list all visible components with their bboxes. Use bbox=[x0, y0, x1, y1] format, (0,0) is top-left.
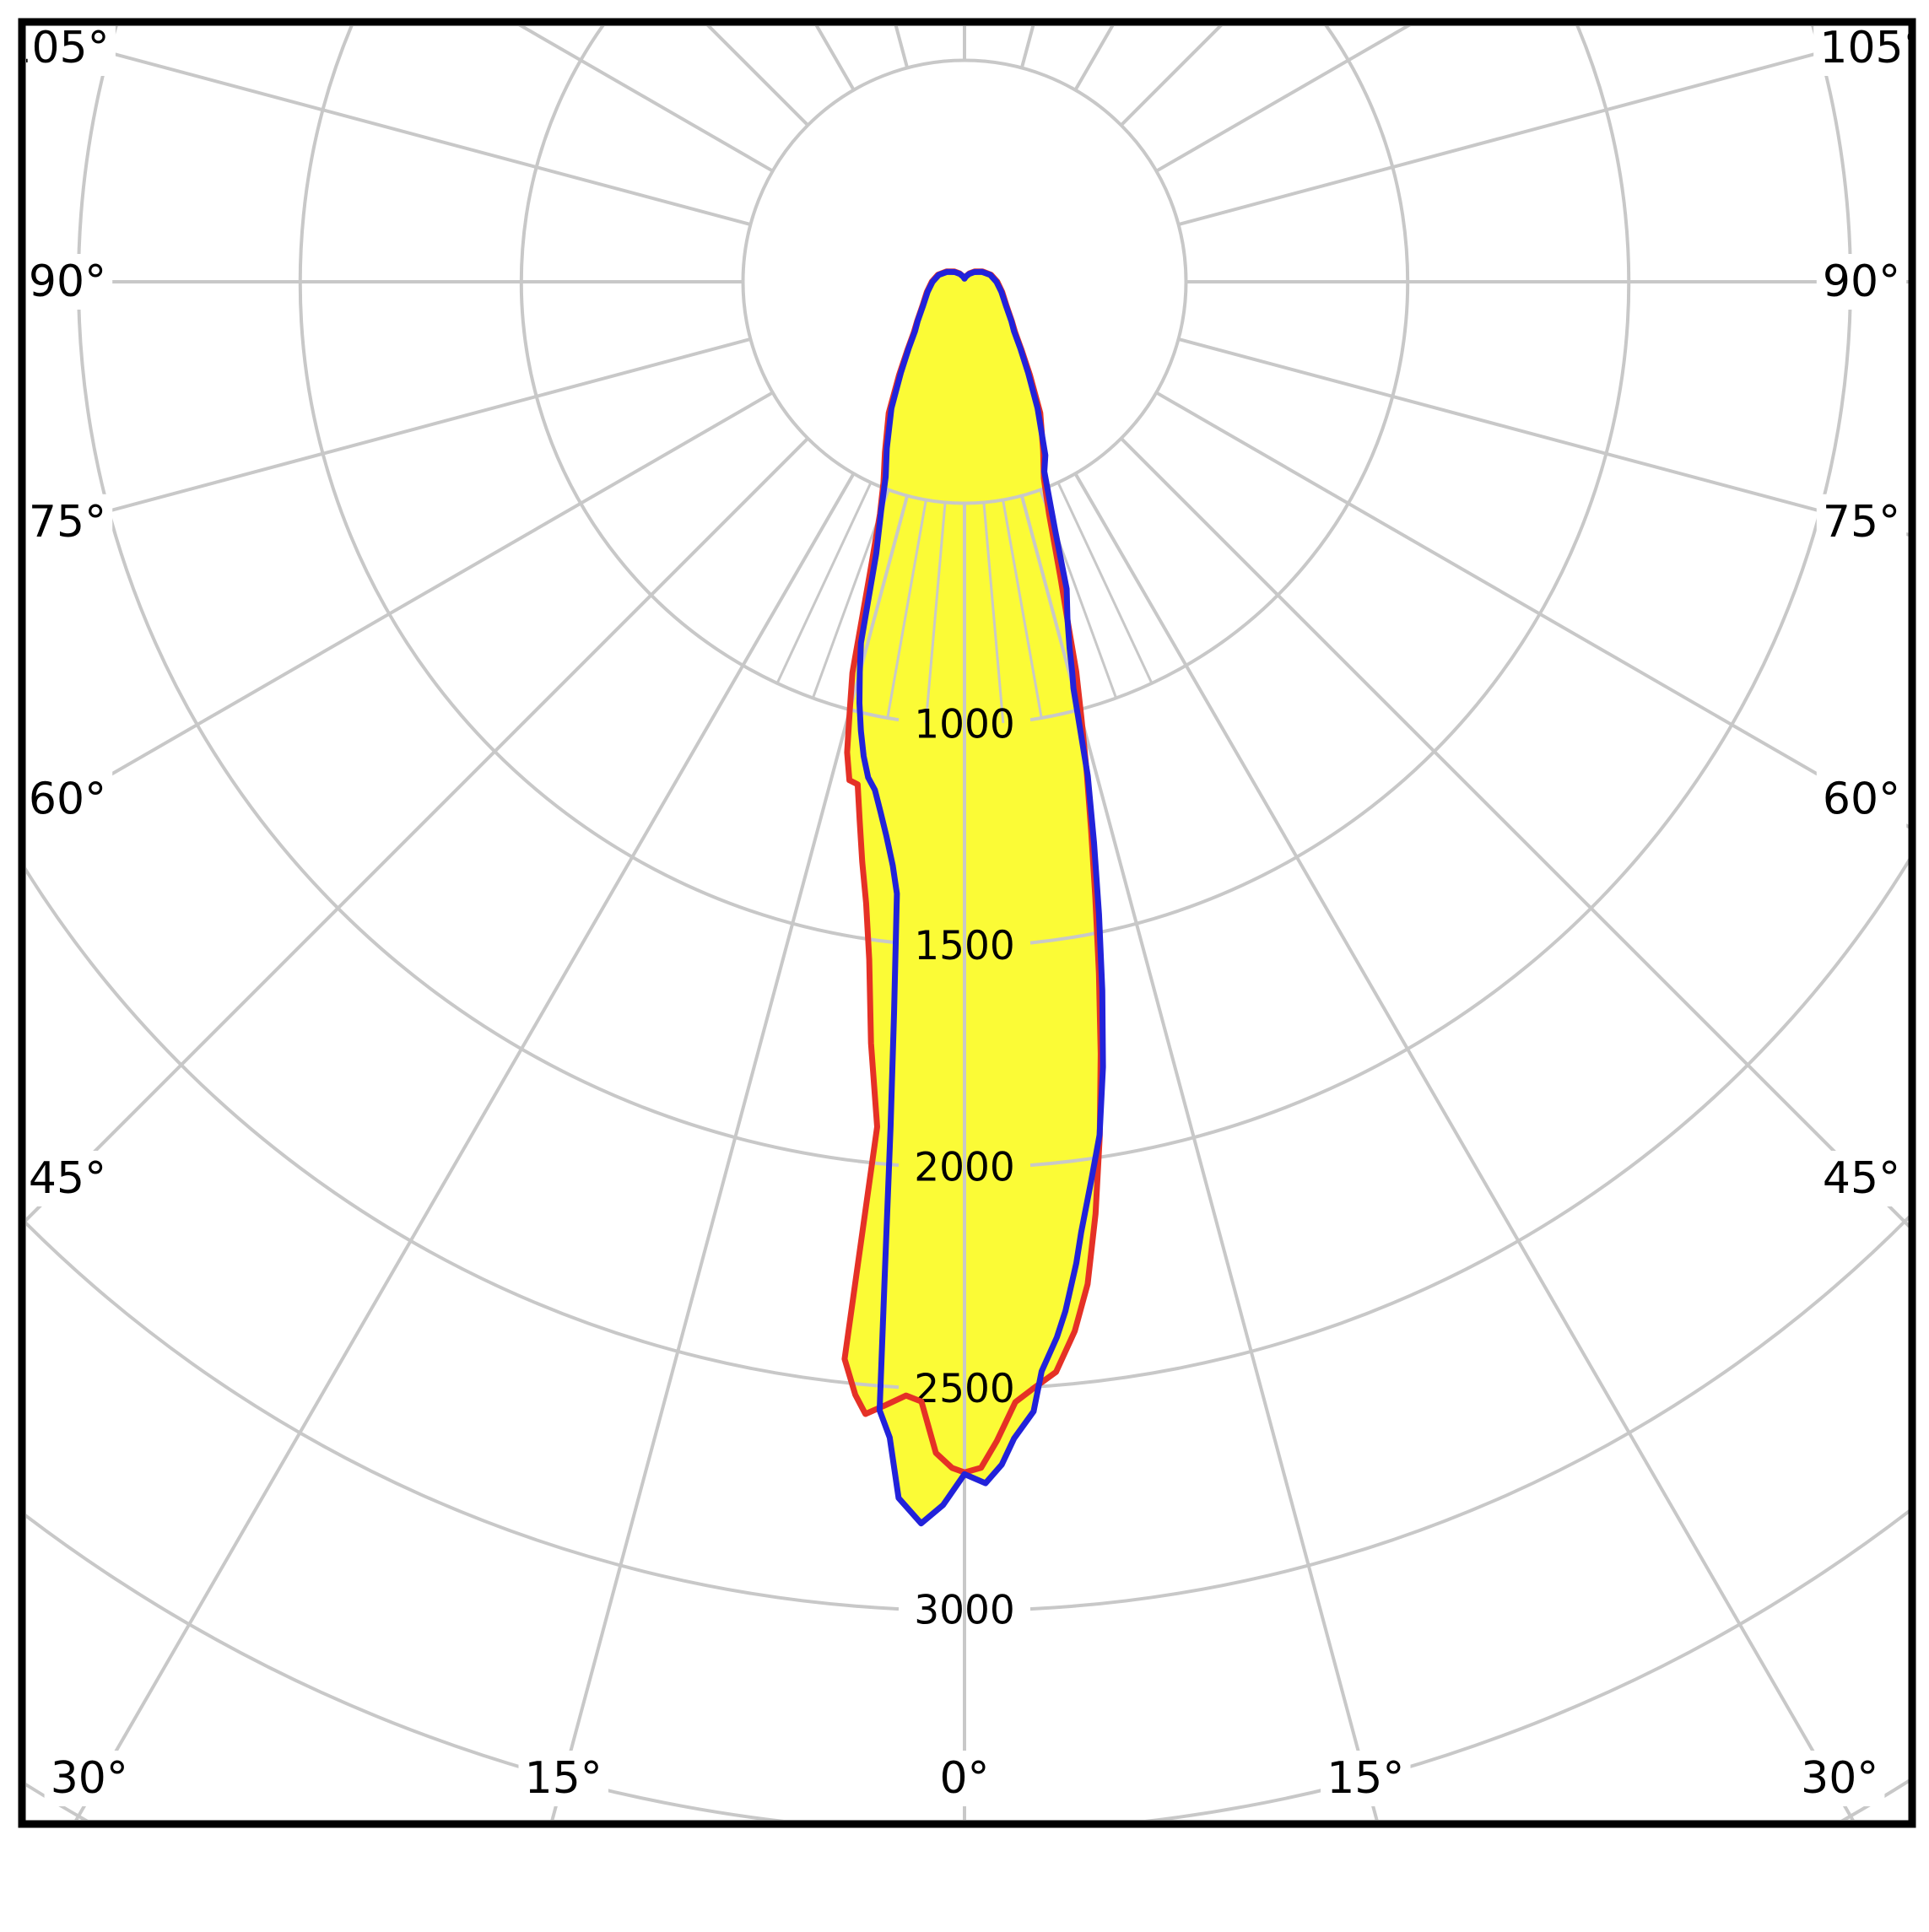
angle-label: 105° bbox=[3, 23, 109, 73]
angle-label-box bbox=[518, 1751, 608, 1806]
grid-ray-major bbox=[26, 391, 774, 826]
angle-label: 30° bbox=[51, 1753, 128, 1804]
beam-lobe-fill bbox=[859, 272, 1104, 1524]
angle-label: 75° bbox=[1823, 497, 1900, 548]
grid-ray-major bbox=[26, 437, 809, 1222]
angle-label: 90° bbox=[29, 256, 106, 307]
grid-ray-minor bbox=[775, 482, 873, 684]
grid-ray-major bbox=[26, 337, 751, 536]
grid-ray-minor bbox=[924, 502, 947, 724]
angle-label: 15° bbox=[525, 1753, 602, 1804]
angle-label-box bbox=[26, 26, 116, 76]
grid-ray-major bbox=[1120, 437, 1909, 1228]
radial-label: 2500 bbox=[914, 1366, 1015, 1412]
angle-label: 90° bbox=[1823, 256, 1900, 307]
blue-curve bbox=[856, 268, 1106, 1527]
radial-label: 1500 bbox=[914, 923, 1015, 969]
grid-ray-minor bbox=[982, 502, 1005, 724]
grid-ray-minor bbox=[1056, 482, 1154, 684]
angle-label: 15° bbox=[1327, 1753, 1404, 1804]
grid-ray-major bbox=[1178, 337, 1909, 537]
grid-ray-major bbox=[1155, 391, 1909, 829]
grid-ray-minor bbox=[1002, 499, 1043, 719]
angle-label-box bbox=[1816, 254, 1907, 310]
angle-label: 30° bbox=[1801, 1753, 1878, 1804]
angle-label: 45° bbox=[29, 1153, 106, 1204]
angle-label-box bbox=[1795, 1751, 1885, 1806]
angle-label-box bbox=[44, 1751, 134, 1806]
angle-label-box bbox=[26, 254, 113, 310]
grid-ray-major bbox=[1019, 495, 1379, 1820]
grid-ray-major bbox=[1178, 27, 1909, 227]
radial-label: 1000 bbox=[914, 702, 1015, 748]
angle-label: 105° bbox=[1819, 23, 1925, 73]
angle-label: 75° bbox=[29, 497, 106, 548]
grid-ray-minor bbox=[886, 499, 927, 719]
grid-circle bbox=[519, 26, 1410, 722]
angle-label-box bbox=[26, 771, 113, 828]
angle-label-box bbox=[1321, 1751, 1411, 1806]
grid-ray-major bbox=[550, 495, 910, 1820]
angle-label-box bbox=[1816, 1151, 1907, 1206]
radial-label: 2000 bbox=[914, 1145, 1015, 1191]
radial-label: 3000 bbox=[914, 1588, 1015, 1634]
angle-label-box bbox=[26, 1151, 113, 1206]
grid-circle bbox=[298, 26, 1631, 945]
angle-label-box bbox=[1816, 771, 1907, 828]
angle-label-box bbox=[1813, 26, 1909, 76]
angle-label: 60° bbox=[1823, 774, 1900, 825]
plot-border bbox=[18, 18, 1916, 1828]
angle-label: 0° bbox=[939, 1753, 989, 1804]
grid-circle bbox=[77, 26, 1852, 1168]
grid-ray-major bbox=[26, 28, 751, 227]
angle-label: 45° bbox=[1823, 1153, 1900, 1204]
angle-label-box bbox=[933, 1751, 996, 1806]
angle-label: 60° bbox=[29, 774, 106, 825]
angle-label-box bbox=[26, 494, 113, 550]
angle-label-box bbox=[1816, 494, 1907, 550]
